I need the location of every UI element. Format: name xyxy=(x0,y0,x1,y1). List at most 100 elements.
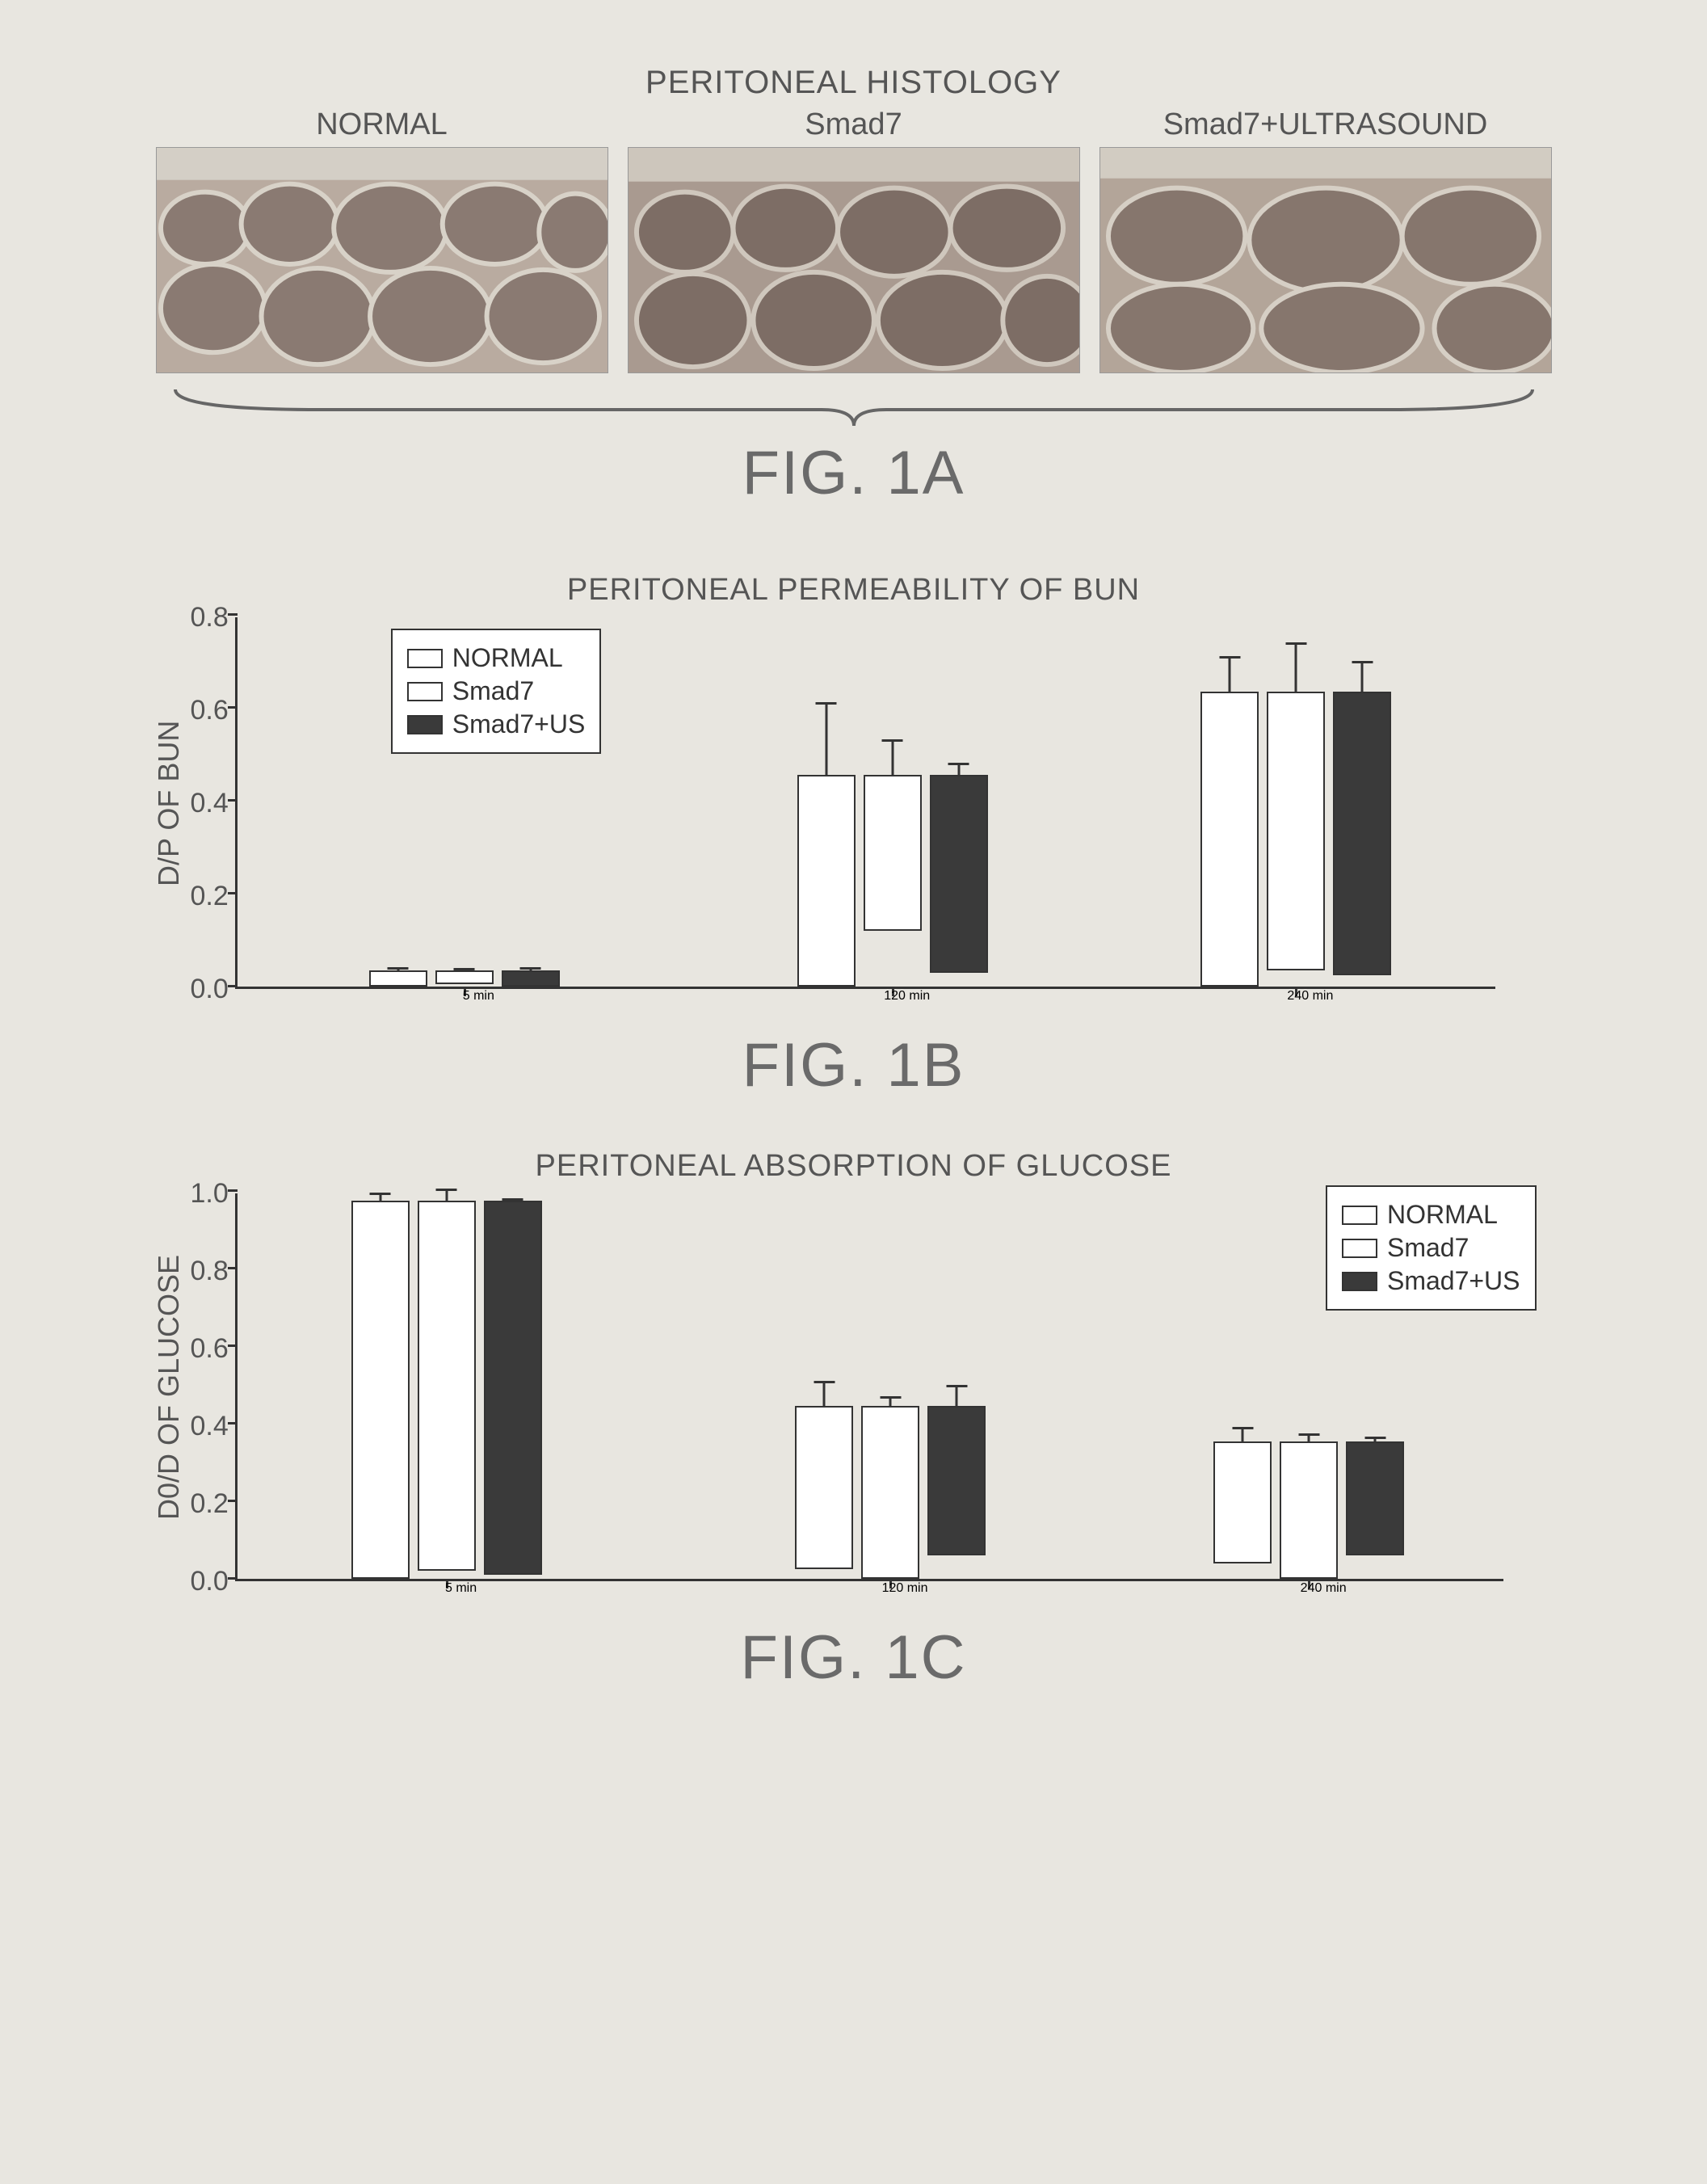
y-tick-mark xyxy=(228,613,238,616)
y-tick-mark xyxy=(228,985,238,987)
legend-row: Smad7 xyxy=(407,676,586,706)
histology-label: Smad7 xyxy=(628,107,1080,142)
bar xyxy=(351,1201,410,1579)
bar xyxy=(418,1201,476,1571)
bar xyxy=(1200,692,1259,987)
fig-1b-label: FIG. 1B xyxy=(147,1030,1561,1100)
histology-image-smad7-us xyxy=(1099,147,1552,373)
panel-b: PERITONEAL PERMEABILITY OF BUN D/P OF BU… xyxy=(97,573,1610,1100)
error-bar xyxy=(463,968,465,972)
bar-group xyxy=(795,1406,986,1579)
y-tick-mark xyxy=(228,892,238,894)
legend-label: Smad7+US xyxy=(452,709,586,739)
error-bar xyxy=(1308,1433,1310,1443)
panel-c-y-ticks: 1.00.80.60.40.20.0 xyxy=(191,1193,235,1581)
error-bar xyxy=(891,739,893,776)
legend-row: Smad7 xyxy=(1342,1233,1520,1263)
y-tick-mark xyxy=(228,1344,238,1347)
legend-swatch xyxy=(1342,1272,1377,1291)
error-bar xyxy=(1242,1427,1244,1442)
error-bar xyxy=(511,1198,514,1202)
bar xyxy=(864,775,922,931)
y-tick-mark xyxy=(228,799,238,802)
error-bar xyxy=(397,967,399,972)
bar xyxy=(435,970,494,984)
bar-group xyxy=(351,1201,542,1579)
histology-row: NORMAL xyxy=(97,107,1610,373)
legend-label: NORMAL xyxy=(1387,1200,1498,1230)
brace-icon xyxy=(97,381,1610,434)
legend-row: NORMAL xyxy=(1342,1200,1520,1230)
legend-label: Smad7 xyxy=(452,676,534,706)
panel-c-plot xyxy=(235,1193,1503,1581)
panel-b-plot: NORMALSmad7Smad7+US xyxy=(235,617,1495,989)
histology-image-normal xyxy=(156,147,608,373)
panel-c: PERITONEAL ABSORPTION OF GLUCOSE D0/D OF… xyxy=(97,1149,1610,1693)
error-bar xyxy=(889,1396,892,1408)
y-tick-mark xyxy=(228,1267,238,1269)
panel-c-x-labels: 5 min120 min240 min xyxy=(147,1581,1561,1618)
x-label: 5 min xyxy=(463,989,494,1004)
x-label: 240 min xyxy=(1301,1581,1347,1596)
bar xyxy=(795,1406,853,1569)
legend-row: NORMAL xyxy=(407,643,586,673)
bar xyxy=(930,775,988,972)
x-label: 120 min xyxy=(884,989,930,1004)
histology-image-smad7 xyxy=(628,147,1080,373)
error-bar xyxy=(823,1381,826,1408)
histology-label: NORMAL xyxy=(156,107,608,142)
error-bar xyxy=(956,1385,958,1408)
panel-b-legend: NORMALSmad7Smad7+US xyxy=(391,629,602,754)
y-tick-mark xyxy=(228,1500,238,1502)
panel-c-title: PERITONEAL ABSORPTION OF GLUCOSE xyxy=(147,1149,1561,1184)
panel-a: PERITONEAL HISTOLOGY NORMAL xyxy=(97,65,1610,508)
bar xyxy=(369,970,427,987)
error-bar xyxy=(825,702,827,776)
legend-label: Smad7+US xyxy=(1387,1266,1520,1296)
panel-b-y-label: D/P OF BUN xyxy=(147,617,191,989)
bar-group xyxy=(1213,1441,1404,1579)
bar xyxy=(927,1406,986,1555)
bar-group xyxy=(1200,692,1391,987)
error-bar xyxy=(445,1189,448,1202)
bar xyxy=(1333,692,1391,975)
error-bar xyxy=(957,763,960,776)
error-bar xyxy=(1361,661,1364,693)
legend-swatch xyxy=(407,715,443,734)
legend-swatch xyxy=(1342,1206,1377,1225)
legend-swatch xyxy=(1342,1239,1377,1258)
legend-row: Smad7+US xyxy=(407,709,586,739)
bar xyxy=(502,970,560,987)
bar-group xyxy=(797,775,988,987)
error-bar xyxy=(529,967,532,972)
error-bar xyxy=(379,1193,381,1202)
panel-a-title: PERITONEAL HISTOLOGY xyxy=(97,65,1610,101)
legend-row: Smad7+US xyxy=(1342,1266,1520,1296)
bar xyxy=(1213,1441,1272,1563)
y-tick-mark xyxy=(228,1189,238,1192)
bar xyxy=(484,1201,542,1575)
fig-1c-label: FIG. 1C xyxy=(147,1622,1561,1693)
panel-b-y-ticks: 0.80.60.40.20.0 xyxy=(191,617,235,989)
error-bar xyxy=(1229,656,1231,693)
panel-c-legend: NORMALSmad7Smad7+US xyxy=(1326,1185,1537,1311)
panel-b-x-labels: 5 min 120 min 240 min xyxy=(147,989,1561,1026)
y-tick-mark xyxy=(228,1577,238,1580)
bar xyxy=(1280,1441,1338,1579)
histology-label: Smad7+ULTRASOUND xyxy=(1099,107,1552,142)
bar-group xyxy=(369,970,560,987)
histology-item-smad7: Smad7 xyxy=(628,107,1080,373)
fig-1a-label: FIG. 1A xyxy=(97,438,1610,508)
legend-label: NORMAL xyxy=(452,643,563,673)
legend-swatch xyxy=(407,682,443,701)
histology-item-smad7-us: Smad7+ULTRASOUND xyxy=(1099,107,1552,373)
y-tick-mark xyxy=(228,1422,238,1424)
x-label: 5 min xyxy=(445,1581,477,1596)
error-bar xyxy=(1295,642,1297,693)
legend-swatch xyxy=(407,649,443,668)
legend-label: Smad7 xyxy=(1387,1233,1469,1263)
bar xyxy=(1346,1441,1404,1556)
x-label: 240 min xyxy=(1287,989,1333,1004)
y-tick-mark xyxy=(228,706,238,709)
bar xyxy=(1267,692,1325,970)
